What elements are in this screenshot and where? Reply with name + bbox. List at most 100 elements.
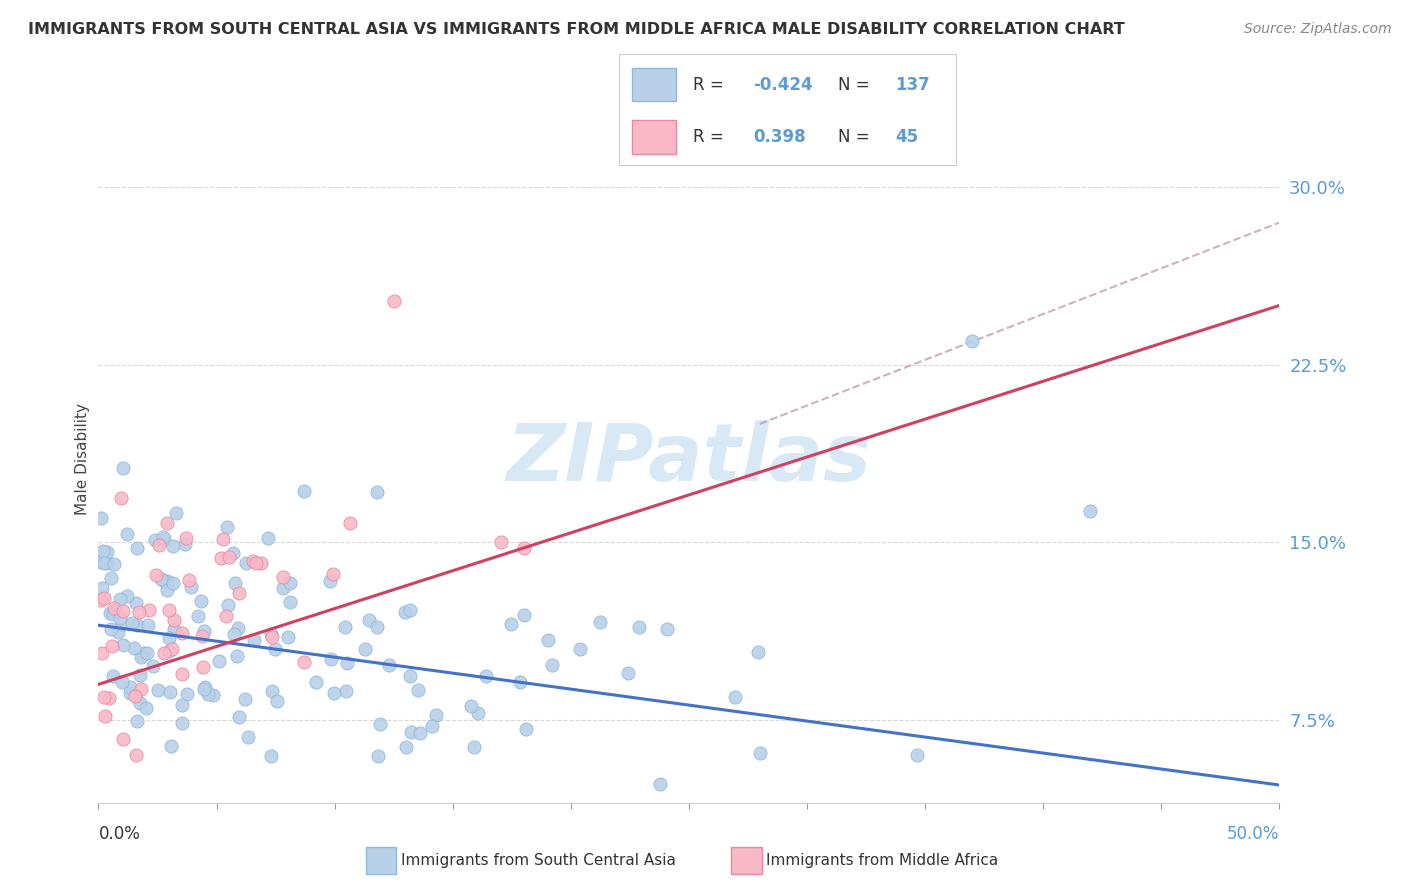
Point [152, 573, 174, 587]
Point [190, 593, 212, 607]
Bar [633, 68, 676, 102]
Point [128, 605, 150, 619]
Point [159, 685, 181, 699]
Point [143, 533, 166, 548]
Point [278, 576, 301, 591]
Point [110, 591, 132, 606]
Point [233, 692, 256, 706]
Point [962, 334, 984, 348]
Text: 50.0%: 50.0% [1227, 825, 1279, 843]
Point [628, 619, 651, 633]
Text: IMMIGRANTS FROM SOUTH CENTRAL ASIA VS IMMIGRANTS FROM MIDDLE AFRICA MALE DISABIL: IMMIGRANTS FROM SOUTH CENTRAL ASIA VS IM… [28, 22, 1125, 37]
Point [378, 657, 401, 672]
Point [93, 591, 115, 606]
Point [541, 657, 564, 672]
Point [907, 747, 929, 762]
Point [398, 669, 420, 683]
Point [135, 701, 157, 715]
Point [112, 732, 135, 747]
Point [90, 555, 112, 569]
Text: R =: R = [693, 76, 728, 94]
Point [162, 642, 184, 657]
Point [104, 602, 127, 616]
Point [115, 589, 138, 603]
Text: ZIPatlas: ZIPatlas [506, 420, 872, 499]
Point [463, 739, 485, 754]
Point [122, 640, 145, 655]
Point [187, 609, 209, 624]
Point [228, 586, 250, 600]
Point [224, 575, 246, 590]
Point [148, 682, 170, 697]
Point [499, 617, 522, 632]
Point [162, 539, 184, 553]
Point [589, 615, 612, 629]
Point [110, 491, 132, 506]
Point [191, 629, 214, 643]
Point [650, 777, 672, 791]
Point [460, 698, 482, 713]
Point [335, 684, 357, 698]
Point [96, 556, 118, 570]
Point [1080, 504, 1102, 518]
Text: Immigrants from Middle Africa: Immigrants from Middle Africa [766, 854, 998, 868]
Point [165, 506, 187, 520]
Point [94, 545, 117, 559]
Point [170, 666, 193, 681]
Point [235, 556, 257, 570]
Point [157, 603, 180, 617]
Point [294, 655, 316, 669]
Point [98, 606, 121, 620]
Point [111, 617, 134, 632]
Point [226, 621, 249, 635]
Point [90, 646, 112, 660]
Text: 0.398: 0.398 [754, 128, 806, 146]
Point [202, 688, 225, 702]
Text: Immigrants from South Central Asia: Immigrants from South Central Asia [401, 854, 676, 868]
Point [96, 545, 118, 559]
Point [271, 581, 294, 595]
Point [257, 531, 280, 545]
Point [112, 604, 135, 618]
Point [367, 748, 389, 763]
Point [90, 510, 112, 524]
Point [266, 694, 288, 708]
Point [228, 710, 250, 724]
Point [271, 569, 294, 583]
Point [152, 532, 174, 546]
Point [129, 682, 152, 697]
Point [152, 530, 174, 544]
Point [107, 624, 129, 639]
Point [125, 541, 148, 555]
Point [217, 520, 239, 534]
Point [420, 718, 443, 732]
Point [138, 603, 160, 617]
Point [724, 690, 747, 704]
Point [180, 580, 202, 594]
Point [319, 652, 342, 666]
Point [149, 573, 172, 587]
Point [127, 714, 149, 729]
Point [336, 657, 359, 671]
Point [512, 541, 534, 555]
Point [176, 532, 198, 546]
Point [211, 533, 233, 547]
Point [172, 716, 194, 731]
Point [159, 739, 181, 753]
Point [101, 607, 124, 622]
Point [749, 746, 772, 760]
Point [98, 691, 121, 706]
Point [121, 616, 143, 631]
Point [103, 558, 125, 572]
Point [91, 581, 114, 595]
Point [148, 538, 170, 552]
Point [537, 632, 560, 647]
Point [120, 681, 142, 695]
Point [208, 654, 231, 668]
Point [129, 650, 152, 665]
Point [170, 626, 193, 640]
Point [156, 583, 179, 598]
Point [243, 632, 266, 647]
Point [236, 730, 259, 744]
Point [101, 669, 124, 683]
